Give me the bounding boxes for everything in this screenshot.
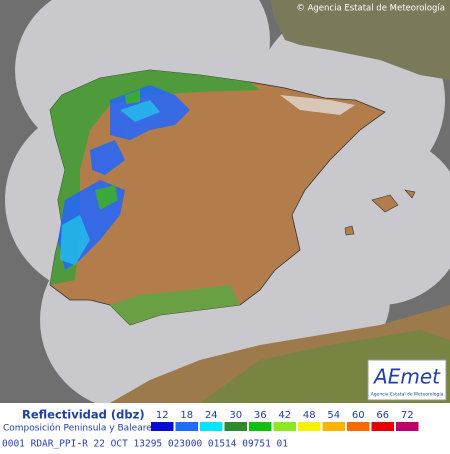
legend-swatch: [175, 422, 198, 431]
logo-box: [367, 359, 447, 401]
legend-value: 48: [303, 410, 316, 421]
legend-swatch: [371, 422, 394, 431]
legend-value: 72: [401, 410, 414, 421]
legend-swatch: [347, 422, 370, 431]
legend-swatch: [200, 422, 223, 431]
legend-value: 12: [156, 410, 169, 421]
precipitation-moderate: [95, 90, 140, 210]
legend-swatch: [396, 422, 419, 431]
legend-value: 60: [352, 410, 365, 421]
legend-swatch: [249, 422, 272, 431]
legend-value: 42: [278, 410, 291, 421]
legend-swatch: [151, 422, 174, 431]
baleares: [344, 189, 416, 236]
legend-subtitle: Composición Peninsula y Baleares: [3, 423, 157, 434]
legend-value: 66: [376, 410, 389, 421]
france: [270, 0, 450, 80]
precipitation-light: [60, 100, 160, 265]
guadalquivir: [110, 285, 240, 325]
copyright: © Agencia Estatal de Meteorología: [296, 4, 445, 14]
legend-value: 18: [180, 410, 193, 421]
pyrenees-snow: [280, 95, 355, 115]
legend-swatch: [322, 422, 345, 431]
legend-value: 36: [254, 410, 267, 421]
legend-value: 30: [229, 410, 242, 421]
logo-caption: Agencia Estatal de Meteorología: [371, 391, 444, 398]
legend-swatch: [224, 422, 247, 431]
logo-brand: AEmet: [372, 365, 441, 389]
legend-value: 54: [327, 410, 340, 421]
legend-items: 12 18 24 30 36 42 48 54 60 66 72: [151, 410, 419, 431]
footer: 0001 RDAR_PPI-R 22 OCT 13295 023000 0151…: [2, 439, 288, 450]
legend-value: 24: [205, 410, 218, 421]
legend-title: Reflectividad (dbz): [22, 408, 145, 422]
legend-swatch: [298, 422, 321, 431]
legend-swatch: [273, 422, 296, 431]
